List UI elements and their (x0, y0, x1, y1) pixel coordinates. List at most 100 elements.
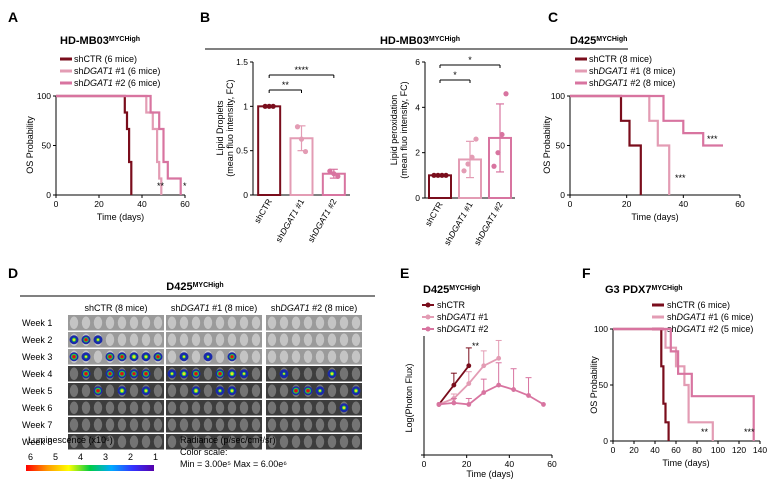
panel-d-week-label: Week 8 (22, 437, 52, 447)
panel-b-right-point (443, 172, 449, 178)
panel-d-signal-core (182, 372, 186, 376)
panel-d-scale-tick: 6 (28, 452, 33, 462)
panel-d-mouse (227, 401, 237, 414)
panel-d-mouse (167, 316, 177, 329)
panel-d-mouse (129, 418, 139, 431)
panel-d-mouse (315, 316, 325, 329)
panel-d-mouse (117, 333, 127, 346)
panel-b-left-xtick-label: shDGAT1 #1 (273, 197, 306, 244)
panel-d-mouse (327, 401, 337, 414)
panel-d-mouse (291, 316, 301, 329)
panel-d-group-label: shDGAT1 #1 (8 mice) (171, 303, 257, 313)
panel-b-left-ytick-label: 1 (243, 101, 248, 111)
panel-d-group-label: shDGAT1 #2 (8 mice) (271, 303, 357, 313)
panel-d-mouse (339, 367, 349, 380)
panel-b-left-ytick-label: 0 (243, 190, 248, 200)
panel-d-mouse (267, 418, 277, 431)
panel-b-left-xtick-label: shCTR (252, 197, 274, 225)
panel-d-mouse (339, 333, 349, 346)
panel-b-right-point (431, 172, 437, 178)
panel-e-point-sh1 (481, 363, 487, 369)
panel-d-mouse (279, 418, 289, 431)
panel-d-mouse (93, 401, 103, 414)
panel-d-week-label: Week 2 (22, 335, 52, 345)
panel-d-mouse (129, 333, 139, 346)
panel-f-series-sh1 (613, 327, 714, 441)
panel-d-signal-core (342, 406, 346, 410)
panel-d-mouse (203, 367, 213, 380)
panel-d-signal-core (182, 355, 186, 358)
panel-d-mouse (239, 401, 249, 414)
panel-b-right-ytick-label: 2 (415, 148, 420, 158)
panel-d-mouse (167, 401, 177, 414)
panel-b-left-point (266, 103, 272, 109)
panel-b-right-sig-label: * (468, 55, 472, 65)
panel-d-signal-core (294, 388, 298, 393)
panel-d-mouse (351, 435, 361, 448)
panel-d-signal-core (108, 354, 112, 359)
panel-d-mouse (81, 316, 91, 329)
panel-d-signal-core (207, 355, 209, 358)
panel-d-mouse (339, 435, 349, 448)
panel-d-signal-core (96, 338, 100, 341)
panel-d-mouse (93, 350, 103, 363)
panel-b-left-sig-label: ** (282, 80, 290, 90)
panel-a-series-shCTR (56, 94, 133, 195)
panel-d-mouse (81, 401, 91, 414)
panel-b-left-ylabel: (mean fluo intensity, FC) (225, 79, 235, 176)
panel-d-mouse (129, 316, 139, 329)
panel-d-mouse (141, 401, 151, 414)
panel-d-signal-core (132, 355, 136, 359)
panel-b-right-ytick-label: 4 (415, 102, 420, 112)
panel-e-legend-marker (425, 302, 431, 308)
panel-d-mouse (69, 367, 79, 380)
panel-b-right-point (495, 150, 501, 156)
panel-d-mouse (215, 418, 225, 431)
panel-e-legend-marker (425, 326, 431, 332)
panel-d-mouse (105, 401, 115, 414)
panel-d-mouse (153, 316, 163, 329)
panel-d-mouse (251, 316, 261, 329)
panel-d-scale-tick: 1 (153, 452, 158, 462)
panel-d-mouse (105, 384, 115, 397)
panel-d-mouse (227, 333, 237, 346)
panel-d-mouse (339, 350, 349, 363)
panel-d-mouse (339, 316, 349, 329)
panel-d-signal-core (218, 389, 222, 392)
panel-b-left-xtick-label: shDGAT1 #2 (306, 197, 339, 244)
panel-d-mouse (291, 367, 301, 380)
panel-b-left-ytick-label: 1.5 (236, 57, 248, 67)
panel-d-mouse (239, 316, 249, 329)
panel-d-mouse (303, 350, 313, 363)
panel-d-mouse (105, 435, 115, 448)
panel-d-signal-core (120, 355, 124, 359)
panel-d-week-label: Week 5 (22, 386, 52, 396)
panel-d-mouse (279, 401, 289, 414)
panel-d-mouse (153, 333, 163, 346)
panel-c-series-sh2 (570, 94, 723, 147)
panel-d-mouse (303, 435, 313, 448)
panel-d-mouse (303, 401, 313, 414)
panel-d-signal-core (132, 372, 136, 376)
panel-a-xtick-label: 20 (94, 199, 104, 209)
panel-d-lum-label: Luminescence (x10⁶) (28, 435, 113, 445)
panel-d-signal-core (96, 388, 100, 393)
panel-d-mouse (93, 435, 103, 448)
panel-d-title: D425MYCHigh (166, 281, 223, 293)
panel-d-mouse (327, 418, 337, 431)
panel-d-mouse (351, 316, 361, 329)
panel-d-mouse (267, 401, 277, 414)
panel-d-image-cell (166, 332, 262, 348)
panel-b-left-ytick-label: 0.5 (236, 146, 248, 156)
panel-b-left-point (262, 103, 268, 109)
panel-d-mouse (339, 384, 349, 397)
panel-d-mouse (141, 418, 151, 431)
panel-b-left-sig-label: **** (294, 65, 309, 75)
panel-d-mouse (129, 401, 139, 414)
panel-d-mouse (267, 333, 277, 346)
panel-c-ylabel: OS Probability (542, 116, 552, 174)
panel-d-mouse (303, 316, 313, 329)
panel-d-mouse (203, 401, 213, 414)
panel-d-mouse (215, 316, 225, 329)
panel-d-mouse (251, 418, 261, 431)
